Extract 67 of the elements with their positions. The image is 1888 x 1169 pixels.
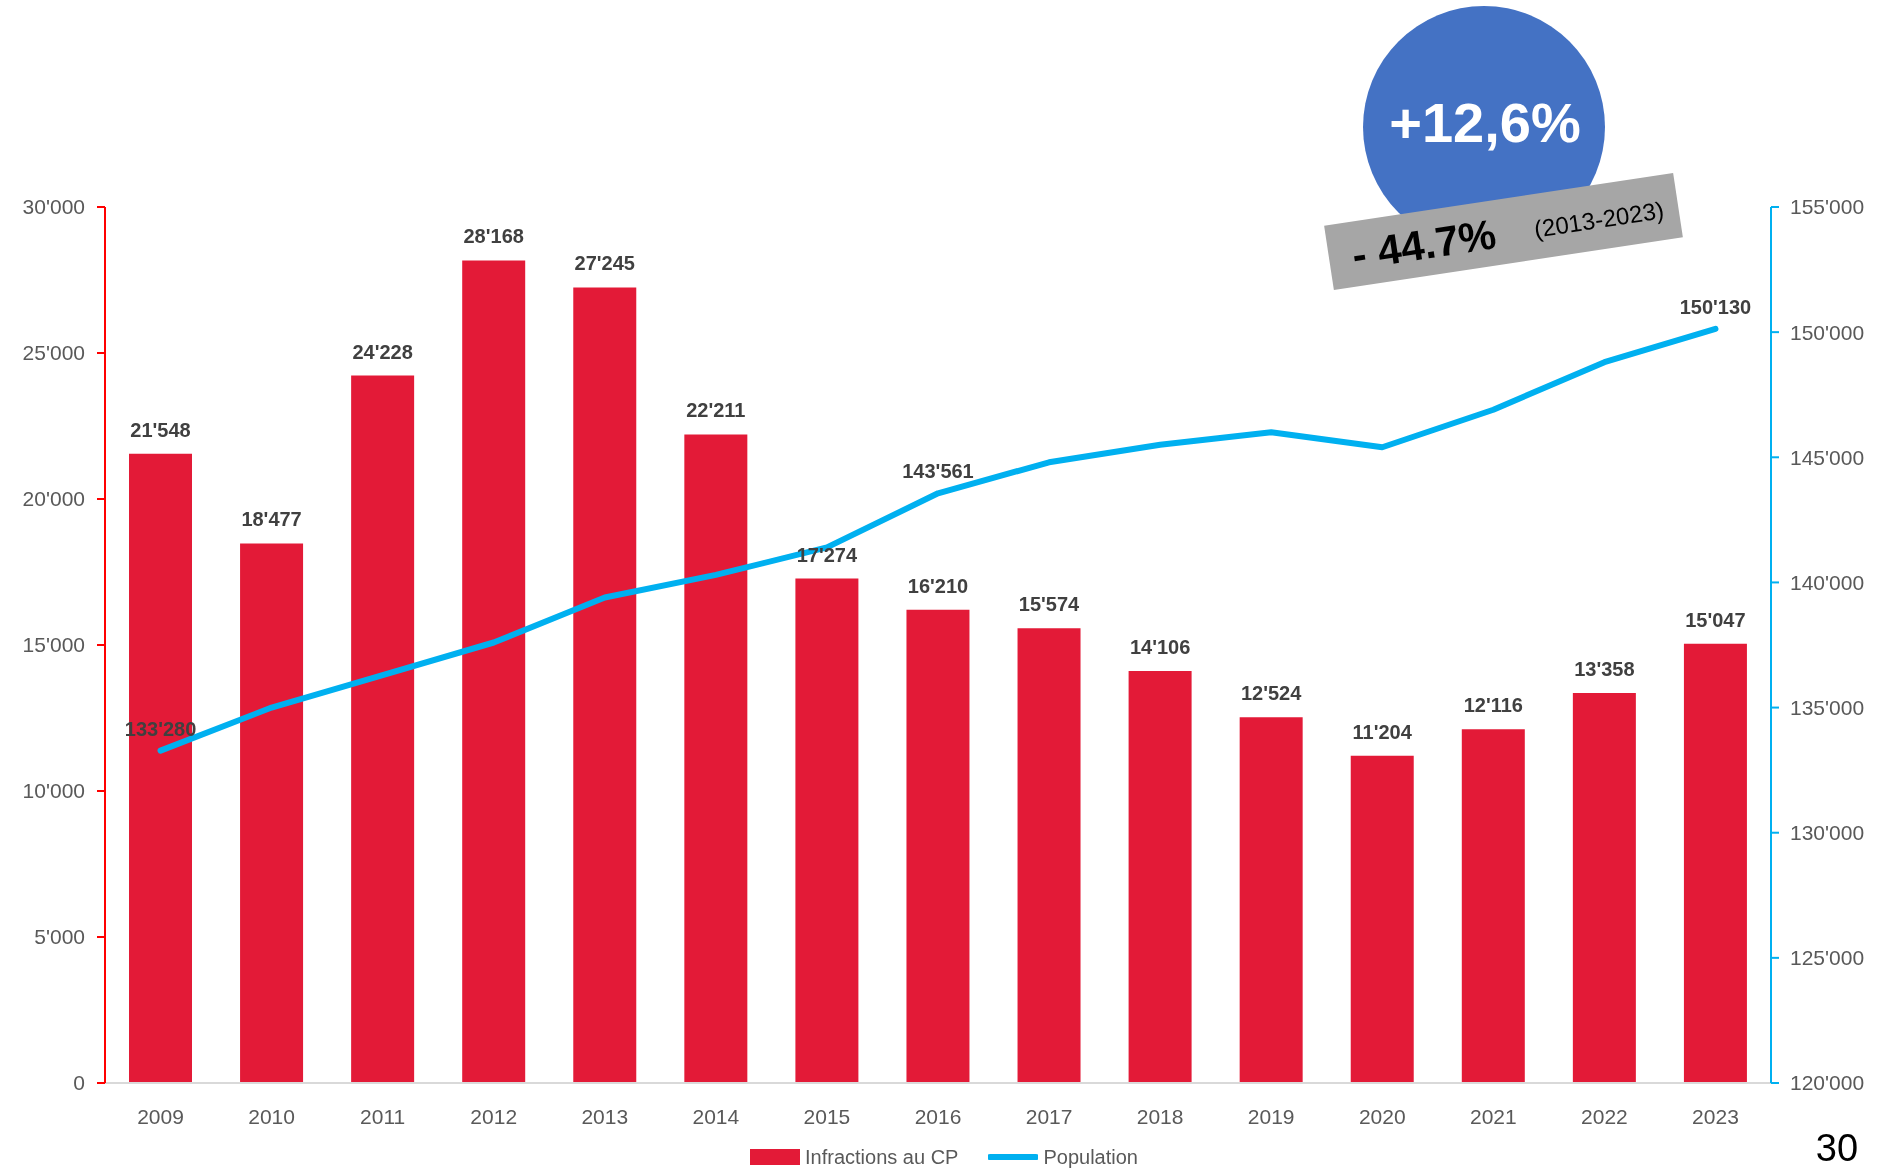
y-tick-label: 30'000 [22,195,85,219]
data-label: 24'228 [352,340,413,363]
x-tick-label: 2011 [360,1104,406,1128]
x-tick-label: 2020 [1358,1104,1406,1128]
bar [684,434,748,1083]
data-label: 12'524 [1240,682,1303,705]
x-tick-label: 2012 [470,1104,518,1128]
x-tick-label: 2017 [1025,1104,1073,1128]
bar [1017,628,1081,1083]
bar [906,609,970,1083]
y2-tick-label: 125'000 [1790,946,1865,970]
bar [462,260,526,1083]
y-tick-label: 5'000 [34,925,85,949]
bar [573,287,637,1083]
data-label: 21'548 [130,418,191,441]
data-label: 17'274 [796,543,858,566]
data-label: 22'211 [686,399,746,422]
x-tick-label: 2010 [248,1104,295,1128]
bar [1350,755,1414,1083]
x-tick-label: 2009 [137,1104,184,1128]
y-tick-label: 15'000 [22,633,85,657]
y-tick-label: 10'000 [22,779,85,803]
y2-tick-label: 120'000 [1790,1071,1865,1095]
data-label: 18'477 [241,508,302,531]
data-label: 13'358 [1574,657,1635,680]
legend-label: Infractions au CP [805,1145,959,1169]
bar [1572,692,1636,1083]
y2-tick-label: 155'000 [1790,195,1865,219]
y2-tick-label: 140'000 [1790,570,1865,594]
text: +12,6% [1389,91,1581,154]
data-label: 11'204 [1352,720,1413,743]
x-tick-label: 2016 [914,1104,962,1128]
x-tick-label: 2022 [1581,1104,1628,1128]
bar [1683,643,1747,1083]
bar [1461,729,1525,1083]
y2-tick-label: 145'000 [1790,445,1865,469]
bar [351,375,415,1083]
y-tick-label: 25'000 [22,341,85,365]
y2-tick-label: 130'000 [1790,821,1865,845]
legend-label: Population [1043,1145,1138,1169]
x-tick-label: 2014 [692,1104,740,1128]
x-tick-label: 2018 [1136,1104,1184,1128]
data-label: 16'210 [907,574,969,597]
data-label: 12'116 [1463,694,1523,717]
bar [1239,717,1303,1083]
y-tick-label: 20'000 [22,487,85,511]
y2-tick-label: 135'000 [1790,696,1865,720]
data-label: 15'047 [1685,608,1746,631]
y2-tick-label: 150'000 [1790,320,1865,344]
annotation: (2013-2023) [1532,196,1666,243]
bar [795,578,859,1083]
annotation: - 44.7% [1348,210,1500,279]
bar [240,543,304,1083]
x-tick-label: 2019 [1247,1104,1295,1128]
data-label: 14'106 [1129,636,1191,659]
data-label: 150'130 [1679,295,1752,318]
x-tick-label: 2013 [581,1104,629,1128]
data-label: 28'168 [463,225,524,248]
bar [1128,671,1192,1083]
text: 30 [1815,1127,1859,1169]
data-label: 143'561 [902,460,974,483]
y-tick-label: 0 [73,1071,85,1095]
data-label: 27'245 [574,252,635,275]
x-tick-label: 2015 [803,1104,851,1128]
x-tick-label: 2021 [1469,1104,1517,1128]
data-label: 15'574 [1018,593,1081,616]
x-tick-label: 2023 [1692,1104,1739,1128]
